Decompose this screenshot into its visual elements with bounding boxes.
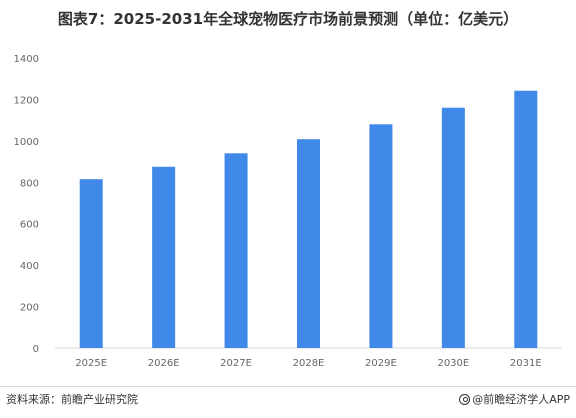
x-tick-label: 2028E <box>293 358 325 369</box>
logo-icon <box>459 393 471 405</box>
y-tick-label: 0 <box>33 344 39 355</box>
brand: @前瞻经济学人APP <box>459 391 570 407</box>
x-tick-label: 2029E <box>365 358 397 369</box>
source-text: 资料来源：前瞻产业研究院 <box>6 393 138 406</box>
y-tick-label: 1000 <box>14 137 39 148</box>
x-axis: 2025E 2026E 2027E 2028E 2029E 2030E 2031E <box>75 358 541 369</box>
x-tick-label: 2025E <box>75 358 107 369</box>
bar-2025E <box>79 179 103 348</box>
x-tick-label: 2031E <box>510 358 542 369</box>
y-tick-label: 1400 <box>14 54 39 65</box>
x-tick-label: 2026E <box>148 358 180 369</box>
y-tick-label: 1200 <box>14 95 39 106</box>
bar-2029E <box>369 124 393 349</box>
y-tick-label: 600 <box>20 220 39 231</box>
bar-2026E <box>152 166 176 348</box>
y-tick-label: 200 <box>20 303 39 314</box>
y-tick-label: 800 <box>20 178 39 189</box>
footer: 资料来源：前瞻产业研究院 @前瞻经济学人APP <box>0 386 576 418</box>
y-axis: 0 200 400 600 800 1000 1200 1400 <box>14 54 39 355</box>
bar-2028E <box>297 139 320 348</box>
x-tick-label: 2030E <box>437 358 469 369</box>
bar-2031E <box>514 90 538 348</box>
chart-title: 图表7：2025-2031年全球宠物医疗市场前景预测（单位：亿美元） <box>57 10 519 28</box>
bars <box>79 90 538 349</box>
brand-text: @前瞻经济学人APP <box>472 393 570 406</box>
bar-2030E <box>441 107 465 348</box>
y-tick-label: 400 <box>20 261 39 272</box>
bar-chart: 0 200 400 600 800 1000 1200 1400 2025E 2026E 2027… <box>14 54 562 369</box>
x-tick-label: 2027E <box>220 358 252 369</box>
bar-2027E <box>224 153 248 348</box>
